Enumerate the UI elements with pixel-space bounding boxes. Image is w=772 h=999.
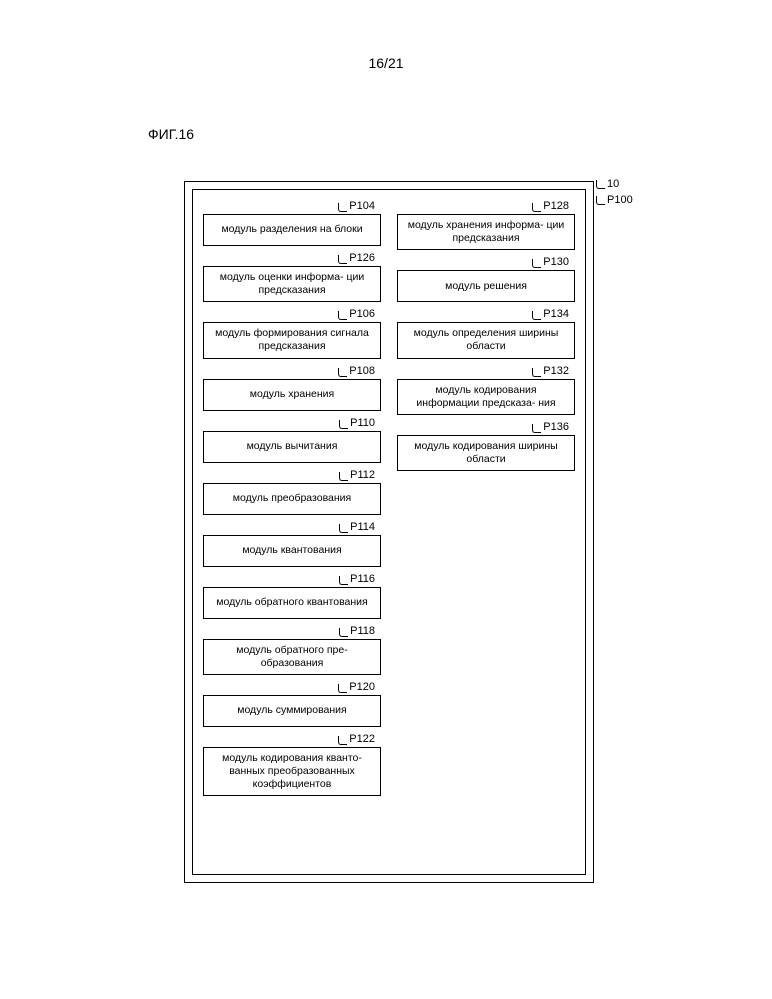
hook-icon <box>338 255 347 264</box>
module-block: P114модуль квантования <box>203 535 381 567</box>
module-ref-text: P110 <box>350 417 375 429</box>
module-block: P110модуль вычитания <box>203 431 381 463</box>
module-box: модуль хранения <box>203 379 381 411</box>
module-ref-label: P120 <box>338 681 375 693</box>
module-box: модуль суммирования <box>203 695 381 727</box>
hook-icon <box>532 311 541 320</box>
module-ref-text: P122 <box>349 733 375 745</box>
module-box: модуль кодирования информации предсказа-… <box>397 379 575 415</box>
module-ref-text: P132 <box>543 365 569 377</box>
module-ref-label: P118 <box>339 625 375 637</box>
module-box: модуль кодирования ширины области <box>397 435 575 471</box>
module-ref-label: P134 <box>532 308 569 320</box>
figure-title: ФИГ.16 <box>148 126 194 142</box>
module-ref-text: P108 <box>349 365 375 377</box>
module-block: P118модуль обратного пре- образования <box>203 639 381 675</box>
module-block: P134модуль определения ширины области <box>397 322 575 358</box>
hook-icon <box>532 368 541 377</box>
module-block: P104модуль разделения на блоки <box>203 214 381 246</box>
module-ref-text: P134 <box>543 308 569 320</box>
hook-icon <box>338 311 347 320</box>
hook-icon <box>338 203 347 212</box>
module-ref-text: P104 <box>349 200 375 212</box>
module-box: модуль преобразования <box>203 483 381 515</box>
module-ref-label: P136 <box>532 421 569 433</box>
hook-icon <box>339 472 348 481</box>
module-box: модуль вычитания <box>203 431 381 463</box>
module-block: P120модуль суммирования <box>203 695 381 727</box>
hook-icon <box>339 628 348 637</box>
module-ref-label: P128 <box>532 200 569 212</box>
module-ref-text: P116 <box>350 573 375 585</box>
module-ref-label: P132 <box>532 365 569 377</box>
module-box: модуль кодирования кванто- ванных преобр… <box>203 747 381 796</box>
module-box: модуль хранения информа- ции предсказани… <box>397 214 575 250</box>
module-ref-label: P116 <box>339 573 375 585</box>
module-ref-text: P106 <box>349 308 375 320</box>
module-ref-text: P114 <box>350 521 375 533</box>
module-box: модуль квантования <box>203 535 381 567</box>
module-ref-label: P106 <box>338 308 375 320</box>
module-ref-label: P112 <box>339 469 375 481</box>
module-box: модуль решения <box>397 270 575 302</box>
outer-ref-p100: P100 <box>596 194 633 206</box>
module-block: P130модуль решения <box>397 270 575 302</box>
module-ref-label: P122 <box>338 733 375 745</box>
module-box: модуль формирования сигнала предсказания <box>203 322 381 358</box>
module-box: модуль обратного пре- образования <box>203 639 381 675</box>
hook-icon <box>338 736 347 745</box>
module-block: P126модуль оценки информа- ции предсказа… <box>203 266 381 302</box>
hook-icon <box>338 368 347 377</box>
module-ref-label: P108 <box>338 365 375 377</box>
module-ref-text: P128 <box>543 200 569 212</box>
inner-container: P104модуль разделения на блокиP126модуль… <box>192 189 586 875</box>
hook-icon <box>532 203 541 212</box>
left-column: P104модуль разделения на блокиP126модуль… <box>203 200 389 864</box>
module-block: P136модуль кодирования ширины области <box>397 435 575 471</box>
module-block: P106модуль формирования сигнала предсказ… <box>203 322 381 358</box>
hook-icon <box>338 684 347 693</box>
module-ref-text: P130 <box>543 256 569 268</box>
module-block: P128модуль хранения информа- ции предска… <box>397 214 575 250</box>
hook-icon <box>532 259 541 268</box>
page-number: 16/21 <box>368 55 403 71</box>
hook-icon <box>339 524 348 533</box>
module-block: P122модуль кодирования кванто- ванных пр… <box>203 747 381 796</box>
module-ref-text: P120 <box>349 681 375 693</box>
module-block: P116модуль обратного квантования <box>203 587 381 619</box>
module-ref-text: P118 <box>350 625 375 637</box>
right-column: P128 модуль хранения информа- ции предска… <box>389 200 575 864</box>
module-ref-label: P130 <box>532 256 569 268</box>
module-box: модуль определения ширины области <box>397 322 575 358</box>
module-ref-label: P114 <box>339 521 375 533</box>
hook-icon <box>339 420 348 429</box>
hook-icon <box>339 576 348 585</box>
module-box: модуль оценки информа- ции предсказания <box>203 266 381 302</box>
module-box: модуль обратного квантования <box>203 587 381 619</box>
module-box: модуль разделения на блоки <box>203 214 381 246</box>
module-ref-text: P136 <box>543 421 569 433</box>
module-ref-label: P110 <box>339 417 375 429</box>
module-ref-label: P126 <box>338 252 375 264</box>
module-ref-label: P104 <box>338 200 375 212</box>
module-ref-text: P126 <box>349 252 375 264</box>
outer-ref-10: 10 <box>596 178 619 190</box>
module-block: P132модуль кодирования информации предск… <box>397 379 575 415</box>
module-ref-text: P112 <box>350 469 375 481</box>
hook-icon <box>532 424 541 433</box>
module-block: P112модуль преобразования <box>203 483 381 515</box>
module-block: P108модуль хранения <box>203 379 381 411</box>
